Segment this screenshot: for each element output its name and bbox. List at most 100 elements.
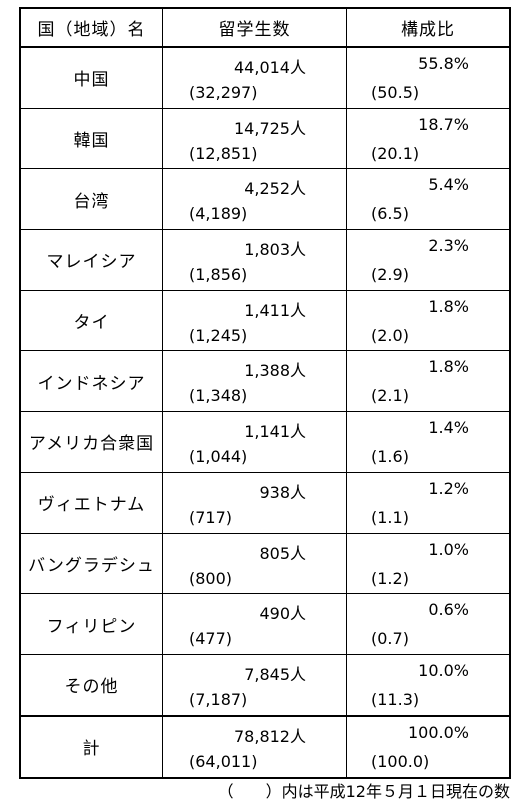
count-cell: 805人 (800)	[163, 533, 347, 594]
ratio-cell: 1.4% (1.6)	[347, 412, 509, 472]
student-count: 490人	[259, 604, 306, 624]
table-row: タイ 1,411人 (1,245) 1.8% (2.0)	[21, 289, 509, 351]
country-name: アメリカ合衆国	[21, 412, 163, 472]
table-total-row: 計 78,812人 (64,011) 100.0% (100.0)	[21, 714, 509, 777]
student-count-prev: (800)	[189, 568, 233, 588]
ratio-value: 1.4%	[428, 418, 469, 438]
count-cell: 7,845人 (7,187)	[163, 654, 347, 715]
ratio-value: 1.2%	[428, 478, 469, 498]
country-name: その他	[21, 654, 163, 715]
student-count-prev: (12,851)	[189, 143, 258, 163]
table-row: 中国 44,014人 (32,297) 55.8% (50.5)	[21, 47, 509, 108]
ratio-prev: (2.9)	[371, 265, 409, 285]
student-count: 805人	[259, 543, 306, 563]
ratio-cell: 1.8% (2.1)	[347, 351, 509, 411]
ratio-cell: 5.4% (6.5)	[347, 169, 509, 229]
header-ratio: 構成比	[401, 20, 455, 40]
student-count-prev: (1,856)	[189, 265, 248, 285]
count-cell: 1,388人 (1,348)	[163, 351, 347, 412]
total-count: 78,812人	[234, 726, 306, 746]
ratio-value: 1.0%	[428, 539, 469, 559]
country-name: インドネシア	[21, 351, 163, 412]
country-name: 中国	[21, 48, 163, 108]
country-name: マレイシア	[21, 230, 163, 290]
student-count-prev: (1,044)	[189, 447, 248, 467]
student-count-prev: (32,297)	[189, 83, 258, 102]
student-count-prev: (477)	[189, 629, 233, 649]
count-cell: 14,725人 (12,851)	[163, 108, 347, 169]
country-name: タイ	[21, 290, 163, 351]
student-statistics-table: 国（地域）名 留学生数 構成比 中国 44,014人 (32,297) 55.8%…	[19, 7, 511, 779]
ratio-prev: (2.1)	[371, 386, 409, 406]
table-row: フィリピン 490人 (477) 0.6% (0.7)	[21, 593, 509, 654]
table-row: バングラデシュ 805人 (800) 1.0% (1.2)	[21, 532, 509, 594]
student-count-prev: (717)	[189, 507, 233, 527]
student-count-prev: (7,187)	[189, 689, 248, 709]
student-count: 44,014人	[234, 58, 306, 77]
ratio-prev: (11.3)	[371, 689, 420, 709]
ratio-cell: 1.8% (2.0)	[347, 291, 509, 351]
ratio-prev: (2.0)	[371, 325, 409, 345]
table-row: インドネシア 1,388人 (1,348) 1.8% (2.1)	[21, 350, 509, 412]
header-country: 国（地域）名	[21, 9, 163, 46]
table-row: ヴィエトナム 938人 (717) 1.2% (1.1)	[21, 471, 509, 533]
ratio-value: 1.8%	[428, 357, 469, 377]
ratio-prev: (1.6)	[371, 447, 409, 467]
ratio-cell: 18.7% (20.1)	[347, 109, 509, 169]
ratio-prev: (6.5)	[371, 204, 409, 224]
footnote: （ ）内は平成12年５月１日現在の数	[217, 782, 510, 801]
header-student-count: 留学生数	[163, 9, 347, 46]
count-cell: 4,252人 (4,189)	[163, 169, 347, 230]
table-row: アメリカ合衆国 1,141人 (1,044) 1.4% (1.6)	[21, 411, 509, 472]
ratio-prev: (1.2)	[371, 568, 409, 588]
ratio-value: 2.3%	[428, 236, 469, 256]
country-name: バングラデシュ	[21, 533, 163, 594]
country-name: ヴィエトナム	[21, 472, 163, 533]
table-row: マレイシア 1,803人 (1,856) 2.3% (2.9)	[21, 229, 509, 290]
count-cell: 1,411人 (1,245)	[163, 290, 347, 351]
ratio-prev: (1.1)	[371, 507, 409, 527]
ratio-cell: 1.0% (1.2)	[347, 534, 509, 594]
student-count: 1,141人	[244, 422, 306, 442]
student-count-prev: (4,189)	[189, 204, 248, 224]
ratio-cell: 10.0% (11.3)	[347, 655, 509, 715]
count-cell: 1,803人 (1,856)	[163, 230, 347, 290]
ratio-prev: (0.7)	[371, 629, 409, 649]
ratio-value: 5.4%	[428, 175, 469, 195]
total-count-prev: (64,011)	[189, 751, 258, 771]
student-count: 1,388人	[244, 361, 306, 381]
ratio-cell: 55.8% (50.5)	[347, 48, 509, 108]
ratio-value: 0.6%	[428, 600, 469, 620]
count-cell: 44,014人 (32,297)	[163, 48, 347, 108]
ratio-cell: 1.2% (1.1)	[347, 473, 509, 533]
student-count: 14,725人	[234, 118, 306, 138]
count-cell: 1,141人 (1,044)	[163, 412, 347, 472]
ratio-cell: 100.0% (100.0)	[347, 717, 509, 777]
ratio-value: 18.7%	[418, 114, 469, 134]
ratio-prev: (20.1)	[371, 143, 420, 163]
country-name: フィリピン	[21, 594, 163, 654]
ratio-prev: (50.5)	[371, 83, 420, 102]
ratio-value: 10.0%	[418, 660, 469, 680]
table-row: その他 7,845人 (7,187) 10.0% (11.3)	[21, 653, 509, 715]
student-count: 1,411人	[244, 300, 306, 320]
table-row: 韓国 14,725人 (12,851) 18.7% (20.1)	[21, 107, 509, 169]
count-cell: 938人 (717)	[163, 472, 347, 533]
country-name: 台湾	[21, 169, 163, 230]
table-row: 台湾 4,252人 (4,189) 5.4% (6.5)	[21, 168, 509, 230]
count-cell: 490人 (477)	[163, 594, 347, 654]
country-name: 韓国	[21, 108, 163, 169]
ratio-value: 55.8%	[418, 54, 469, 73]
ratio-cell: 2.3% (2.9)	[347, 230, 509, 290]
total-ratio: 100.0%	[407, 722, 469, 742]
ratio-value: 1.8%	[428, 296, 469, 316]
student-count: 1,803人	[244, 240, 306, 260]
student-count: 4,252人	[244, 179, 306, 199]
student-count-prev: (1,348)	[189, 386, 248, 406]
total-label: 計	[21, 716, 163, 777]
student-count: 938人	[259, 482, 306, 502]
student-count-prev: (1,245)	[189, 325, 248, 345]
table-header-row: 国（地域）名 留学生数 構成比	[21, 9, 509, 47]
count-cell: 78,812人 (64,011)	[163, 716, 347, 777]
student-count: 7,845人	[244, 664, 306, 684]
